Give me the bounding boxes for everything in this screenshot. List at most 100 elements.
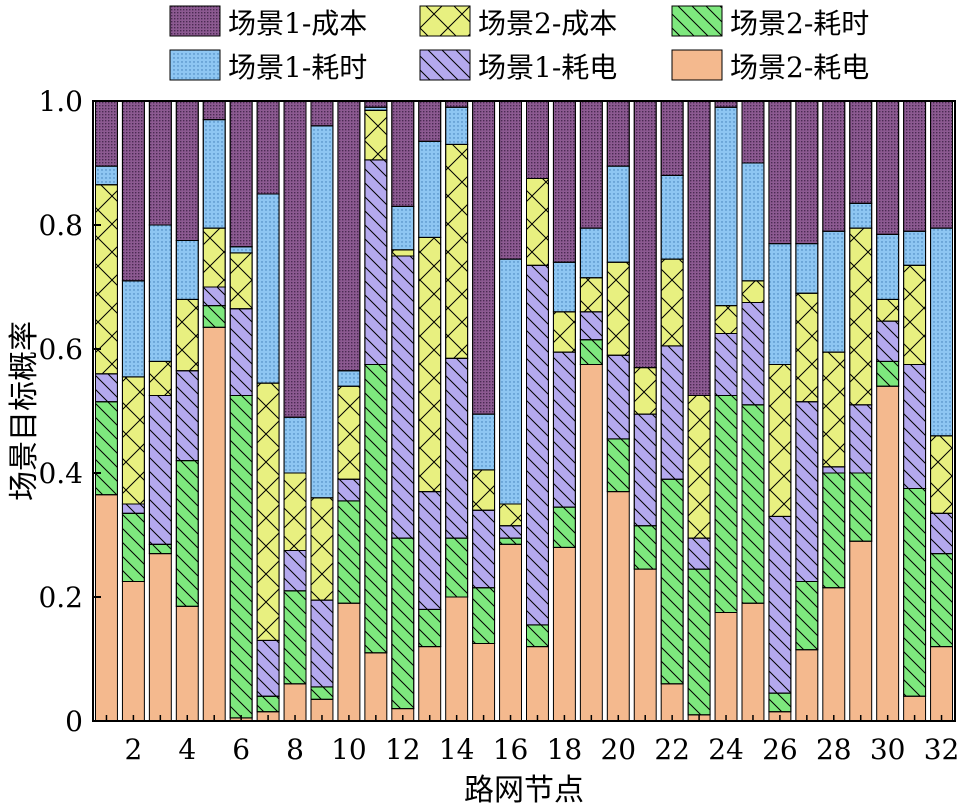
bar-segment-pattern: [606, 354, 630, 440]
y-axis-label: 场景目标概率: [7, 321, 42, 501]
bar-segment-pattern: [687, 568, 711, 716]
bar-segment-pattern: [795, 292, 819, 403]
x-tick-label: 18: [547, 733, 583, 766]
bar-segment-pattern: [283, 100, 307, 418]
bar-segment-pattern: [310, 497, 334, 601]
bar-segment-pattern: [95, 165, 118, 186]
bar-segment-pattern: [202, 100, 226, 121]
bar-segment-pattern: [526, 178, 549, 266]
bar-segment-pattern: [256, 695, 280, 713]
bar-segment-pattern: [310, 686, 334, 700]
bar-segment-pattern: [822, 466, 846, 474]
bar-segment-pattern: [687, 100, 711, 396]
bar-segment-pattern: [526, 264, 549, 626]
bar-segment-pattern: [876, 360, 900, 387]
bar-segment-pattern: [499, 525, 522, 539]
bar-segment-pattern: [768, 100, 792, 245]
bar-segment-pattern: [337, 385, 361, 480]
bar-segment-pattern: [849, 404, 873, 474]
legend-swatch-pattern: [169, 49, 221, 81]
bar-segment: [795, 649, 819, 722]
bar-segment-pattern: [95, 100, 118, 167]
bar-segment-pattern: [229, 395, 253, 719]
bar-segment-pattern: [849, 227, 873, 406]
x-tick-label: 30: [870, 733, 906, 766]
legend-label: 场景1-成本: [228, 7, 367, 40]
x-tick-label: 22: [654, 733, 690, 766]
bar-segment: [202, 326, 226, 722]
bar-segment-pattern: [229, 252, 253, 310]
bar-segment-pattern: [633, 367, 657, 415]
bar-segment-pattern: [283, 590, 307, 685]
legend-swatch-pattern: [671, 5, 723, 37]
bar-segment: [472, 643, 496, 722]
bar-segment-pattern: [660, 478, 684, 685]
bar-segment-pattern: [148, 224, 172, 362]
bar-segment-pattern: [310, 599, 334, 688]
bar-segment-pattern: [552, 311, 576, 353]
bar-segment-pattern: [472, 587, 496, 645]
bar-segment-pattern: [95, 401, 118, 496]
bar-segment-pattern: [121, 503, 145, 514]
bar-segment-pattern: [741, 404, 765, 604]
y-tick-label: 0.8: [38, 209, 83, 242]
bar-segment-pattern: [903, 264, 927, 365]
bar-segment-pattern: [822, 351, 846, 468]
bar-segment-pattern: [310, 100, 334, 127]
bar-segment-pattern: [876, 100, 900, 235]
legend-label: 场景1-耗时: [228, 51, 367, 84]
bar-segment-pattern: [445, 143, 469, 359]
bar-segment-pattern: [364, 109, 388, 161]
bar-segment-pattern: [121, 280, 145, 378]
bar-segment-pattern: [364, 159, 388, 365]
bar-segment-pattern: [768, 364, 792, 517]
bar-segment-pattern: [552, 506, 576, 548]
bar-segment-pattern: [930, 100, 953, 229]
bar-segment-pattern: [391, 205, 415, 251]
bar-segment-pattern: [256, 100, 280, 195]
bar-segment: [95, 494, 118, 722]
bar-segment-pattern: [310, 125, 334, 499]
bar-segment-pattern: [606, 165, 630, 263]
bar-segment-pattern: [930, 553, 953, 648]
bar-segment-pattern: [795, 401, 819, 583]
bar-segment-pattern: [526, 100, 549, 179]
bar-segment: [606, 491, 630, 722]
legend-swatch: [671, 49, 723, 81]
bar-segment-pattern: [741, 280, 765, 303]
bar-segment-pattern: [256, 193, 280, 384]
legend-swatch-pattern: [169, 5, 221, 37]
bars: [95, 100, 953, 722]
bar-segment-pattern: [633, 525, 657, 570]
legend-label: 场景1-耗电: [478, 51, 617, 84]
legend-swatch-pattern: [419, 49, 471, 81]
bar-segment-pattern: [714, 333, 738, 396]
bar-segment: [741, 602, 765, 722]
bar-segment-pattern: [175, 460, 199, 607]
y-tick-label: 0.4: [38, 457, 83, 490]
bar-segment-pattern: [418, 236, 442, 493]
y-tick-label: 0.6: [38, 333, 83, 366]
bar-segment-pattern: [499, 258, 522, 505]
bar-segment-pattern: [795, 243, 819, 294]
x-tick-label: 4: [178, 733, 196, 766]
bar-segment-pattern: [148, 543, 172, 555]
bar-segment-pattern: [795, 100, 819, 245]
bar-segment-pattern: [202, 286, 226, 307]
bar-segment-pattern: [741, 302, 765, 406]
bar-segment-pattern: [499, 100, 522, 260]
bar-segment-pattern: [229, 100, 253, 248]
y-tick-label: 0: [65, 705, 83, 738]
bar-segment-pattern: [418, 140, 442, 238]
legend-label: 场景2-耗时: [730, 7, 869, 40]
bar-segment-pattern: [876, 233, 900, 300]
bar-segment-pattern: [391, 100, 415, 207]
bar-segment-pattern: [95, 184, 118, 375]
bar-segment-pattern: [499, 537, 522, 545]
bar-segment-pattern: [337, 370, 361, 387]
bar-segment-pattern: [391, 255, 415, 539]
bar-segment-pattern: [148, 395, 172, 545]
bar-segment-pattern: [472, 509, 496, 589]
bar-segment-pattern: [822, 472, 846, 589]
